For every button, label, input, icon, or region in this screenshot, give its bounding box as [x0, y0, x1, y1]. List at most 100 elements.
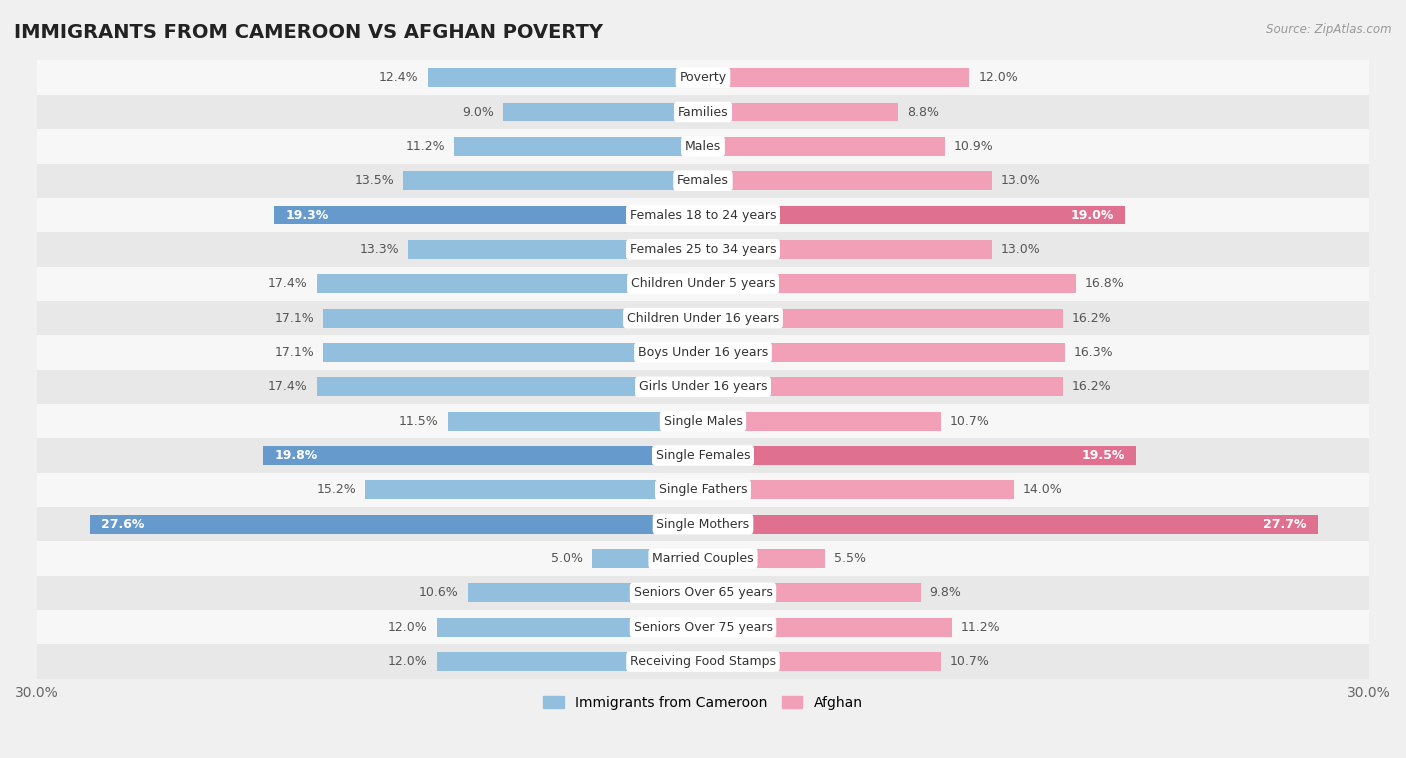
- Bar: [703, 481, 1014, 500]
- Text: 11.2%: 11.2%: [406, 140, 446, 153]
- Bar: [90, 515, 703, 534]
- Bar: [447, 412, 703, 431]
- Bar: [703, 446, 1136, 465]
- Text: 14.0%: 14.0%: [1022, 484, 1063, 496]
- Bar: [37, 404, 1369, 438]
- Bar: [703, 205, 1125, 224]
- Bar: [366, 481, 703, 500]
- Text: 17.1%: 17.1%: [274, 346, 315, 359]
- Text: Children Under 5 years: Children Under 5 years: [631, 277, 775, 290]
- Text: 19.5%: 19.5%: [1081, 449, 1125, 462]
- Bar: [37, 129, 1369, 164]
- Bar: [703, 102, 898, 121]
- Bar: [436, 652, 703, 671]
- Legend: Immigrants from Cameroon, Afghan: Immigrants from Cameroon, Afghan: [538, 690, 868, 715]
- Bar: [37, 267, 1369, 301]
- Bar: [703, 309, 1063, 327]
- Bar: [703, 274, 1076, 293]
- Text: 17.1%: 17.1%: [274, 312, 315, 324]
- Text: 12.0%: 12.0%: [388, 655, 427, 668]
- Bar: [703, 584, 921, 603]
- Text: 16.2%: 16.2%: [1071, 312, 1111, 324]
- Bar: [408, 240, 703, 258]
- Text: Children Under 16 years: Children Under 16 years: [627, 312, 779, 324]
- Text: 17.4%: 17.4%: [269, 277, 308, 290]
- Bar: [37, 61, 1369, 95]
- Text: 10.7%: 10.7%: [949, 655, 990, 668]
- Text: 16.2%: 16.2%: [1071, 381, 1111, 393]
- Bar: [703, 68, 970, 87]
- Text: 9.0%: 9.0%: [463, 105, 495, 118]
- Text: 11.2%: 11.2%: [960, 621, 1000, 634]
- Text: Females: Females: [678, 174, 728, 187]
- Text: Married Couples: Married Couples: [652, 552, 754, 565]
- Text: 27.7%: 27.7%: [1264, 518, 1308, 531]
- Bar: [37, 370, 1369, 404]
- Text: Single Mothers: Single Mothers: [657, 518, 749, 531]
- Text: 5.0%: 5.0%: [551, 552, 583, 565]
- Text: 9.8%: 9.8%: [929, 587, 962, 600]
- Bar: [703, 343, 1064, 362]
- Bar: [703, 618, 952, 637]
- Bar: [703, 377, 1063, 396]
- Text: 15.2%: 15.2%: [316, 484, 357, 496]
- Text: 13.0%: 13.0%: [1001, 243, 1040, 256]
- Text: 12.4%: 12.4%: [380, 71, 419, 84]
- Text: 10.7%: 10.7%: [949, 415, 990, 428]
- Bar: [274, 205, 703, 224]
- Text: 12.0%: 12.0%: [979, 71, 1018, 84]
- Bar: [37, 95, 1369, 129]
- Bar: [703, 412, 941, 431]
- Text: 10.9%: 10.9%: [953, 140, 994, 153]
- Text: Families: Families: [678, 105, 728, 118]
- Text: 5.5%: 5.5%: [834, 552, 866, 565]
- Text: 19.3%: 19.3%: [285, 208, 329, 221]
- Bar: [404, 171, 703, 190]
- Text: Single Fathers: Single Fathers: [659, 484, 747, 496]
- Text: 11.5%: 11.5%: [399, 415, 439, 428]
- Text: Single Females: Single Females: [655, 449, 751, 462]
- Bar: [37, 301, 1369, 335]
- Bar: [37, 507, 1369, 541]
- Bar: [503, 102, 703, 121]
- Text: Females 25 to 34 years: Females 25 to 34 years: [630, 243, 776, 256]
- Bar: [703, 549, 825, 568]
- Bar: [37, 164, 1369, 198]
- Bar: [468, 584, 703, 603]
- Text: 13.5%: 13.5%: [354, 174, 394, 187]
- Text: 19.0%: 19.0%: [1070, 208, 1114, 221]
- Bar: [436, 618, 703, 637]
- Bar: [592, 549, 703, 568]
- Text: 16.8%: 16.8%: [1085, 277, 1125, 290]
- Text: 19.8%: 19.8%: [274, 449, 318, 462]
- Bar: [37, 335, 1369, 370]
- Bar: [37, 644, 1369, 678]
- Text: Source: ZipAtlas.com: Source: ZipAtlas.com: [1267, 23, 1392, 36]
- Text: Receiving Food Stamps: Receiving Food Stamps: [630, 655, 776, 668]
- Bar: [37, 576, 1369, 610]
- Text: Seniors Over 65 years: Seniors Over 65 years: [634, 587, 772, 600]
- Text: Girls Under 16 years: Girls Under 16 years: [638, 381, 768, 393]
- Text: Boys Under 16 years: Boys Under 16 years: [638, 346, 768, 359]
- Bar: [323, 309, 703, 327]
- Bar: [37, 473, 1369, 507]
- Text: Single Males: Single Males: [664, 415, 742, 428]
- Text: Females 18 to 24 years: Females 18 to 24 years: [630, 208, 776, 221]
- Text: 17.4%: 17.4%: [269, 381, 308, 393]
- Bar: [454, 137, 703, 156]
- Bar: [37, 610, 1369, 644]
- Bar: [316, 377, 703, 396]
- Bar: [316, 274, 703, 293]
- Text: 27.6%: 27.6%: [101, 518, 145, 531]
- Text: 16.3%: 16.3%: [1074, 346, 1114, 359]
- Bar: [37, 541, 1369, 576]
- Text: Seniors Over 75 years: Seniors Over 75 years: [634, 621, 772, 634]
- Text: 10.6%: 10.6%: [419, 587, 458, 600]
- Bar: [703, 171, 991, 190]
- Text: IMMIGRANTS FROM CAMEROON VS AFGHAN POVERTY: IMMIGRANTS FROM CAMEROON VS AFGHAN POVER…: [14, 23, 603, 42]
- Bar: [703, 240, 991, 258]
- Bar: [703, 515, 1317, 534]
- Bar: [37, 232, 1369, 267]
- Text: 12.0%: 12.0%: [388, 621, 427, 634]
- Text: 13.3%: 13.3%: [359, 243, 399, 256]
